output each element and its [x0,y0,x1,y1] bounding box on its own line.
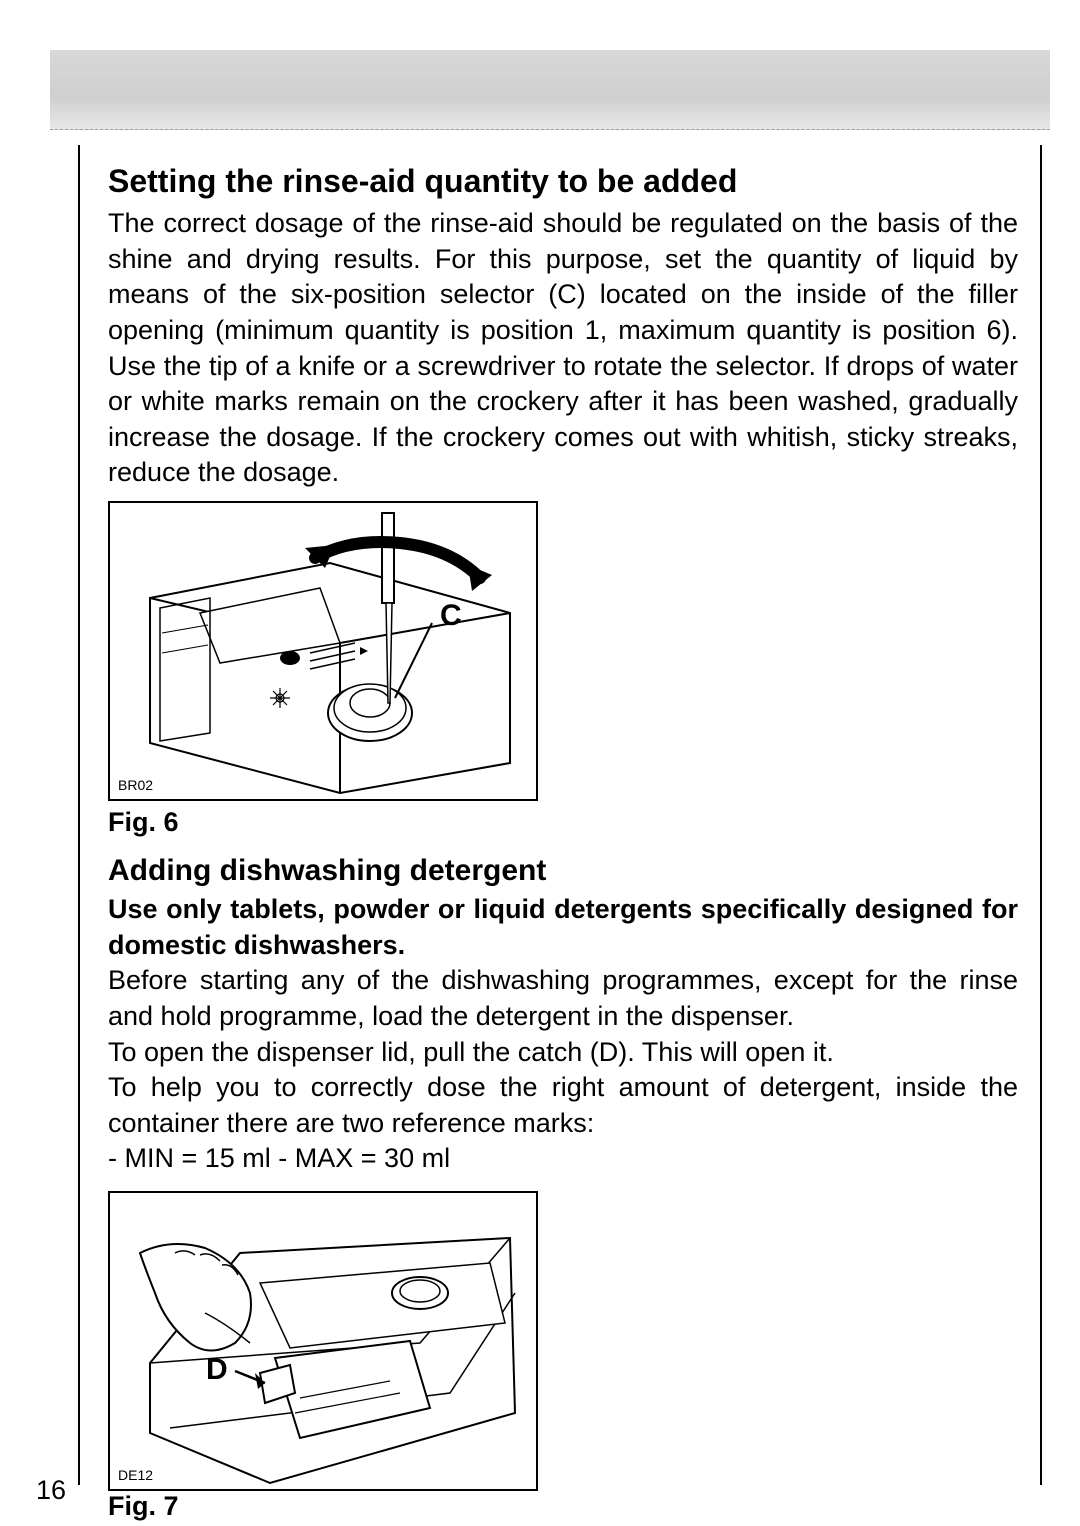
section2-body1: Before starting any of the dishwashing p… [108,963,1018,1034]
figure-7-caption: Fig. 7 [108,1491,1018,1522]
figure-7-box: D DE12 [108,1191,538,1491]
section2-heading: Adding dishwashing detergent [108,854,1018,888]
page-content: Setting the rinse-aid quantity to be add… [78,145,1042,1485]
figure-6-label-c: C [440,599,462,633]
header-band [50,50,1050,130]
figure-6-box: C BR02 [108,501,538,801]
section2-body3: To help you to correctly dose the right … [108,1070,1018,1141]
figure-7-illustration [110,1193,540,1493]
figure-6-illustration [110,503,540,803]
figure-7-label-d: D [206,1353,228,1387]
section2-bold-line: Use only tablets, powder or liquid deter… [108,892,1018,963]
figure-6-code: BR02 [118,777,153,793]
section1-heading: Setting the rinse-aid quantity to be add… [108,163,1018,200]
page-number: 16 [36,1475,66,1506]
figure-6-caption: Fig. 6 [108,807,1018,838]
figure-7-code: DE12 [118,1467,153,1483]
section2-body2: To open the dispenser lid, pull the catc… [108,1035,1018,1071]
section1-body: The correct dosage of the rinse-aid shou… [108,206,1018,491]
section2-marks: - MIN = 15 ml - MAX = 30 ml [108,1141,1018,1177]
